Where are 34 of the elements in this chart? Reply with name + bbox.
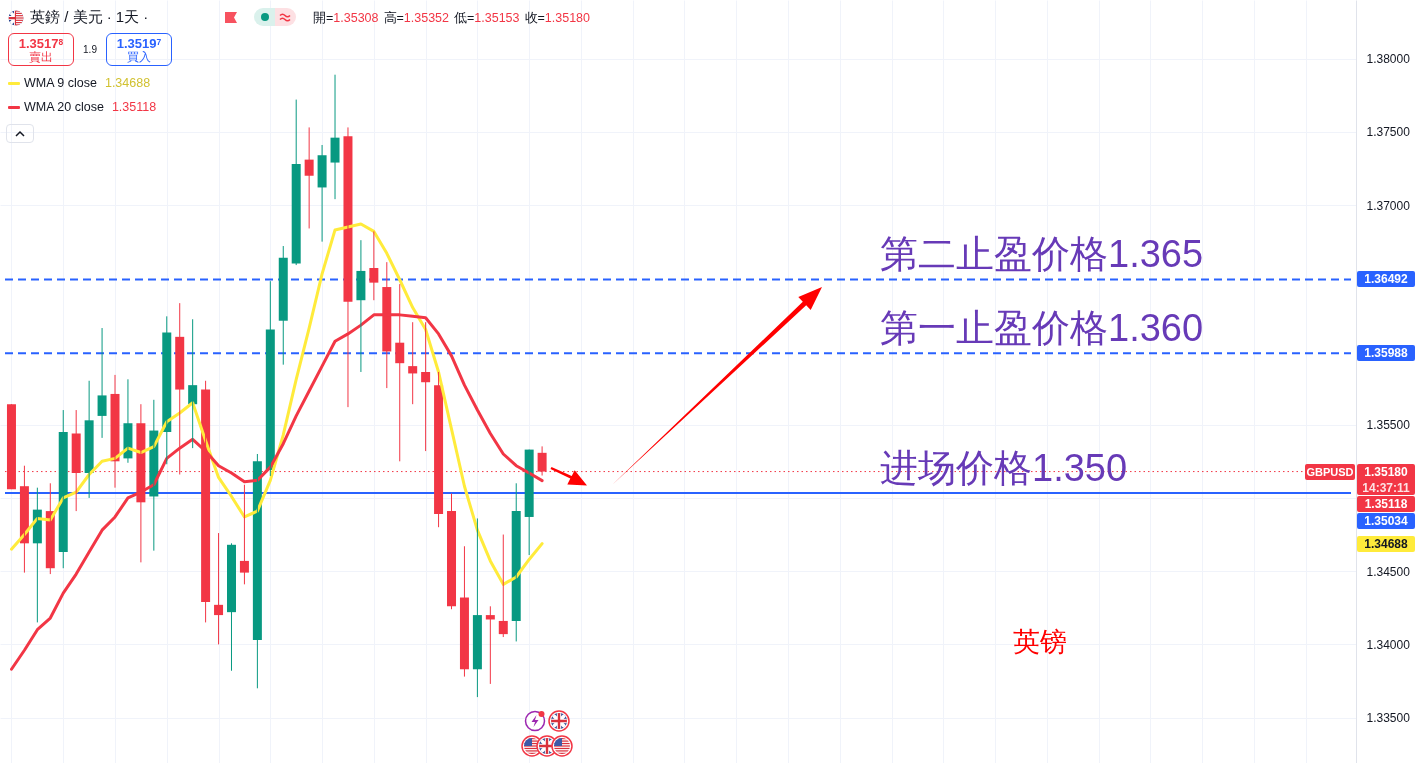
annotation: 賣出 xyxy=(28,51,54,64)
text: 1.35034 xyxy=(1357,512,1415,529)
ref-line-label: 第二止盈价格1.365 xyxy=(880,233,1204,276)
sell-button: 1.3517$^{8}$ 賣出 xyxy=(8,33,74,66)
text: 英鎊 / 美元 · 1天 · xyxy=(30,8,149,26)
annotation: 1.3517$^{8}$ xyxy=(17,36,65,51)
legend-label: WMA 9 close xyxy=(24,76,97,90)
y-tick-label: 1.35500 xyxy=(1366,418,1411,433)
annotation: 買入 xyxy=(126,51,152,64)
y-tick-label: 1.37000 xyxy=(1366,198,1411,213)
ref-line-label: GBPUSD xyxy=(1305,463,1355,480)
y-tick-label: 1.38000 xyxy=(1366,52,1411,67)
text: 1.35118 xyxy=(1364,496,1408,511)
annotation: 英镑 xyxy=(1013,626,1067,658)
y-tick-label: 1.34000 xyxy=(1366,637,1411,652)
ref-line-label: 第一止盈价格1.360 xyxy=(880,307,1204,350)
text: 1.36492 xyxy=(1357,271,1415,288)
text: 14:37:11 xyxy=(1361,479,1411,496)
annotation: 1.3519$^{7}$ xyxy=(115,36,163,51)
text: 1.34688 xyxy=(1364,536,1408,551)
y-tick-label: 1.37500 xyxy=(1366,125,1411,140)
candlestick xyxy=(239,484,249,585)
text: 1.35180 xyxy=(1364,464,1408,479)
ref-line-label: 进场价格1.350 xyxy=(880,446,1128,489)
y-tick-label: 1.33500 xyxy=(1366,711,1411,726)
annotation: 1.35118 xyxy=(111,100,157,114)
buy-button: 1.3519$^{7}$ 買入 xyxy=(106,33,172,66)
text: 1.35988 xyxy=(1357,345,1415,362)
text: 開=1.35308 高=1.35352 低=1.35153 收=1.35180 xyxy=(313,11,590,25)
line-series xyxy=(9,222,544,586)
y-tick-label: 1.34500 xyxy=(1366,564,1411,579)
legend-label: WMA 20 close xyxy=(24,100,104,114)
annotation: 1.9 xyxy=(82,43,98,57)
annotation: 1.34688 xyxy=(104,76,151,90)
